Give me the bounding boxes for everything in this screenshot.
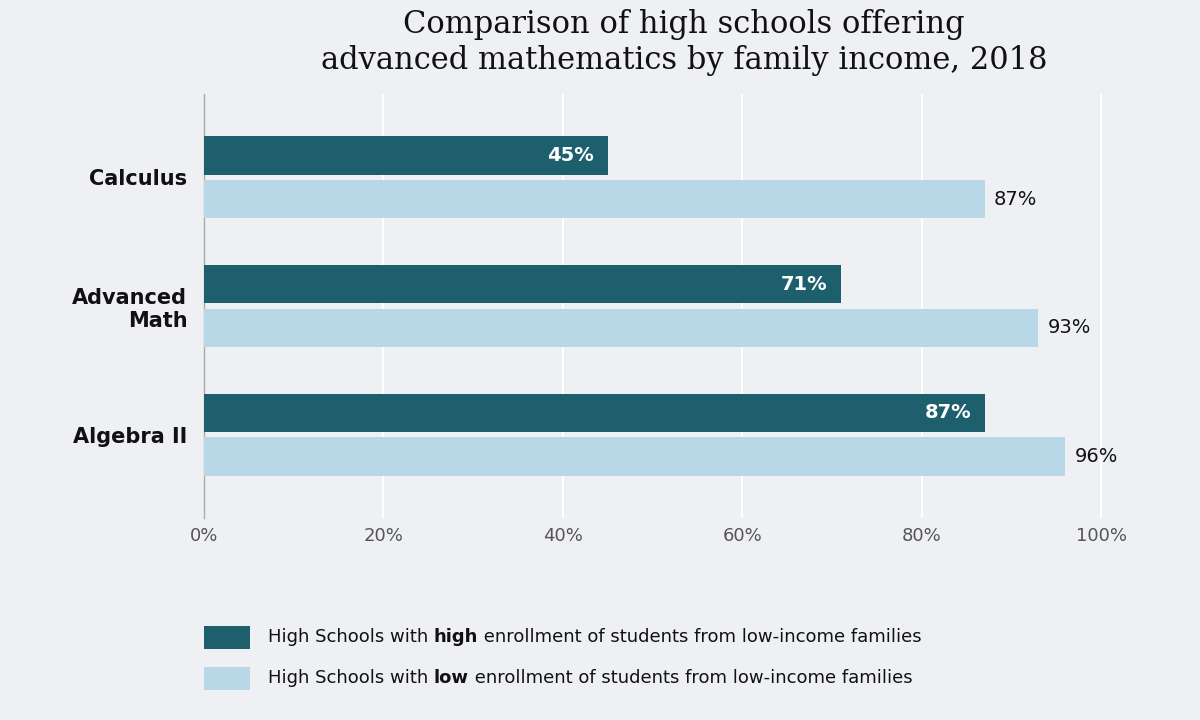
Bar — [204, 180, 984, 218]
Text: 87%: 87% — [924, 403, 971, 423]
Bar — [204, 309, 1038, 347]
Text: high: high — [433, 628, 478, 647]
Text: 87%: 87% — [994, 189, 1037, 209]
Text: enrollment of students from low-income families: enrollment of students from low-income f… — [469, 670, 912, 687]
Bar — [204, 265, 841, 303]
Text: 45%: 45% — [547, 146, 594, 165]
Text: low: low — [433, 670, 469, 687]
Text: enrollment of students from low-income families: enrollment of students from low-income f… — [478, 628, 922, 647]
Bar — [204, 136, 607, 175]
Text: High Schools with: High Schools with — [268, 670, 433, 687]
Text: 93%: 93% — [1048, 318, 1091, 338]
Bar — [204, 394, 984, 432]
Title: Comparison of high schools offering
advanced mathematics by family income, 2018: Comparison of high schools offering adva… — [320, 9, 1048, 76]
Text: High Schools with: High Schools with — [268, 628, 433, 647]
Text: 71%: 71% — [781, 274, 828, 294]
Text: 96%: 96% — [1074, 447, 1117, 466]
Bar — [204, 437, 1066, 476]
